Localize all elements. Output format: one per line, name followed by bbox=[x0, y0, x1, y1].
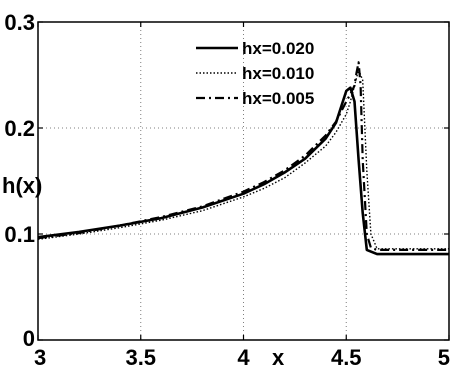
legend-entry-label: hx=0.010 bbox=[242, 64, 314, 83]
legend-entry-label: hx=0.020 bbox=[242, 39, 314, 58]
legend: hx=0.020 hx=0.010 hx=0.005 bbox=[196, 39, 314, 108]
x-tick-label: 4 bbox=[237, 345, 250, 370]
series-lines bbox=[37, 61, 449, 256]
x-tick-label: 5 bbox=[438, 345, 450, 370]
grid-lines bbox=[38, 22, 449, 340]
y-tick-label: 0.2 bbox=[4, 116, 35, 141]
y-tick-label: 0.1 bbox=[4, 222, 35, 247]
x-tick-label: 3 bbox=[34, 345, 46, 370]
x-tick-label: 4.5 bbox=[331, 345, 362, 370]
x-axis-label: x bbox=[272, 345, 285, 370]
axis-ticks: 3 3.5 4 4.5 5 0 0.1 0.2 0.3 bbox=[4, 10, 450, 370]
legend-entry-label: hx=0.005 bbox=[242, 89, 314, 108]
y-axis-label: h(x) bbox=[2, 173, 42, 198]
y-tick-label: 0 bbox=[23, 326, 35, 351]
x-tick-label: 3.5 bbox=[125, 345, 156, 370]
y-tick-label: 0.3 bbox=[4, 10, 35, 35]
